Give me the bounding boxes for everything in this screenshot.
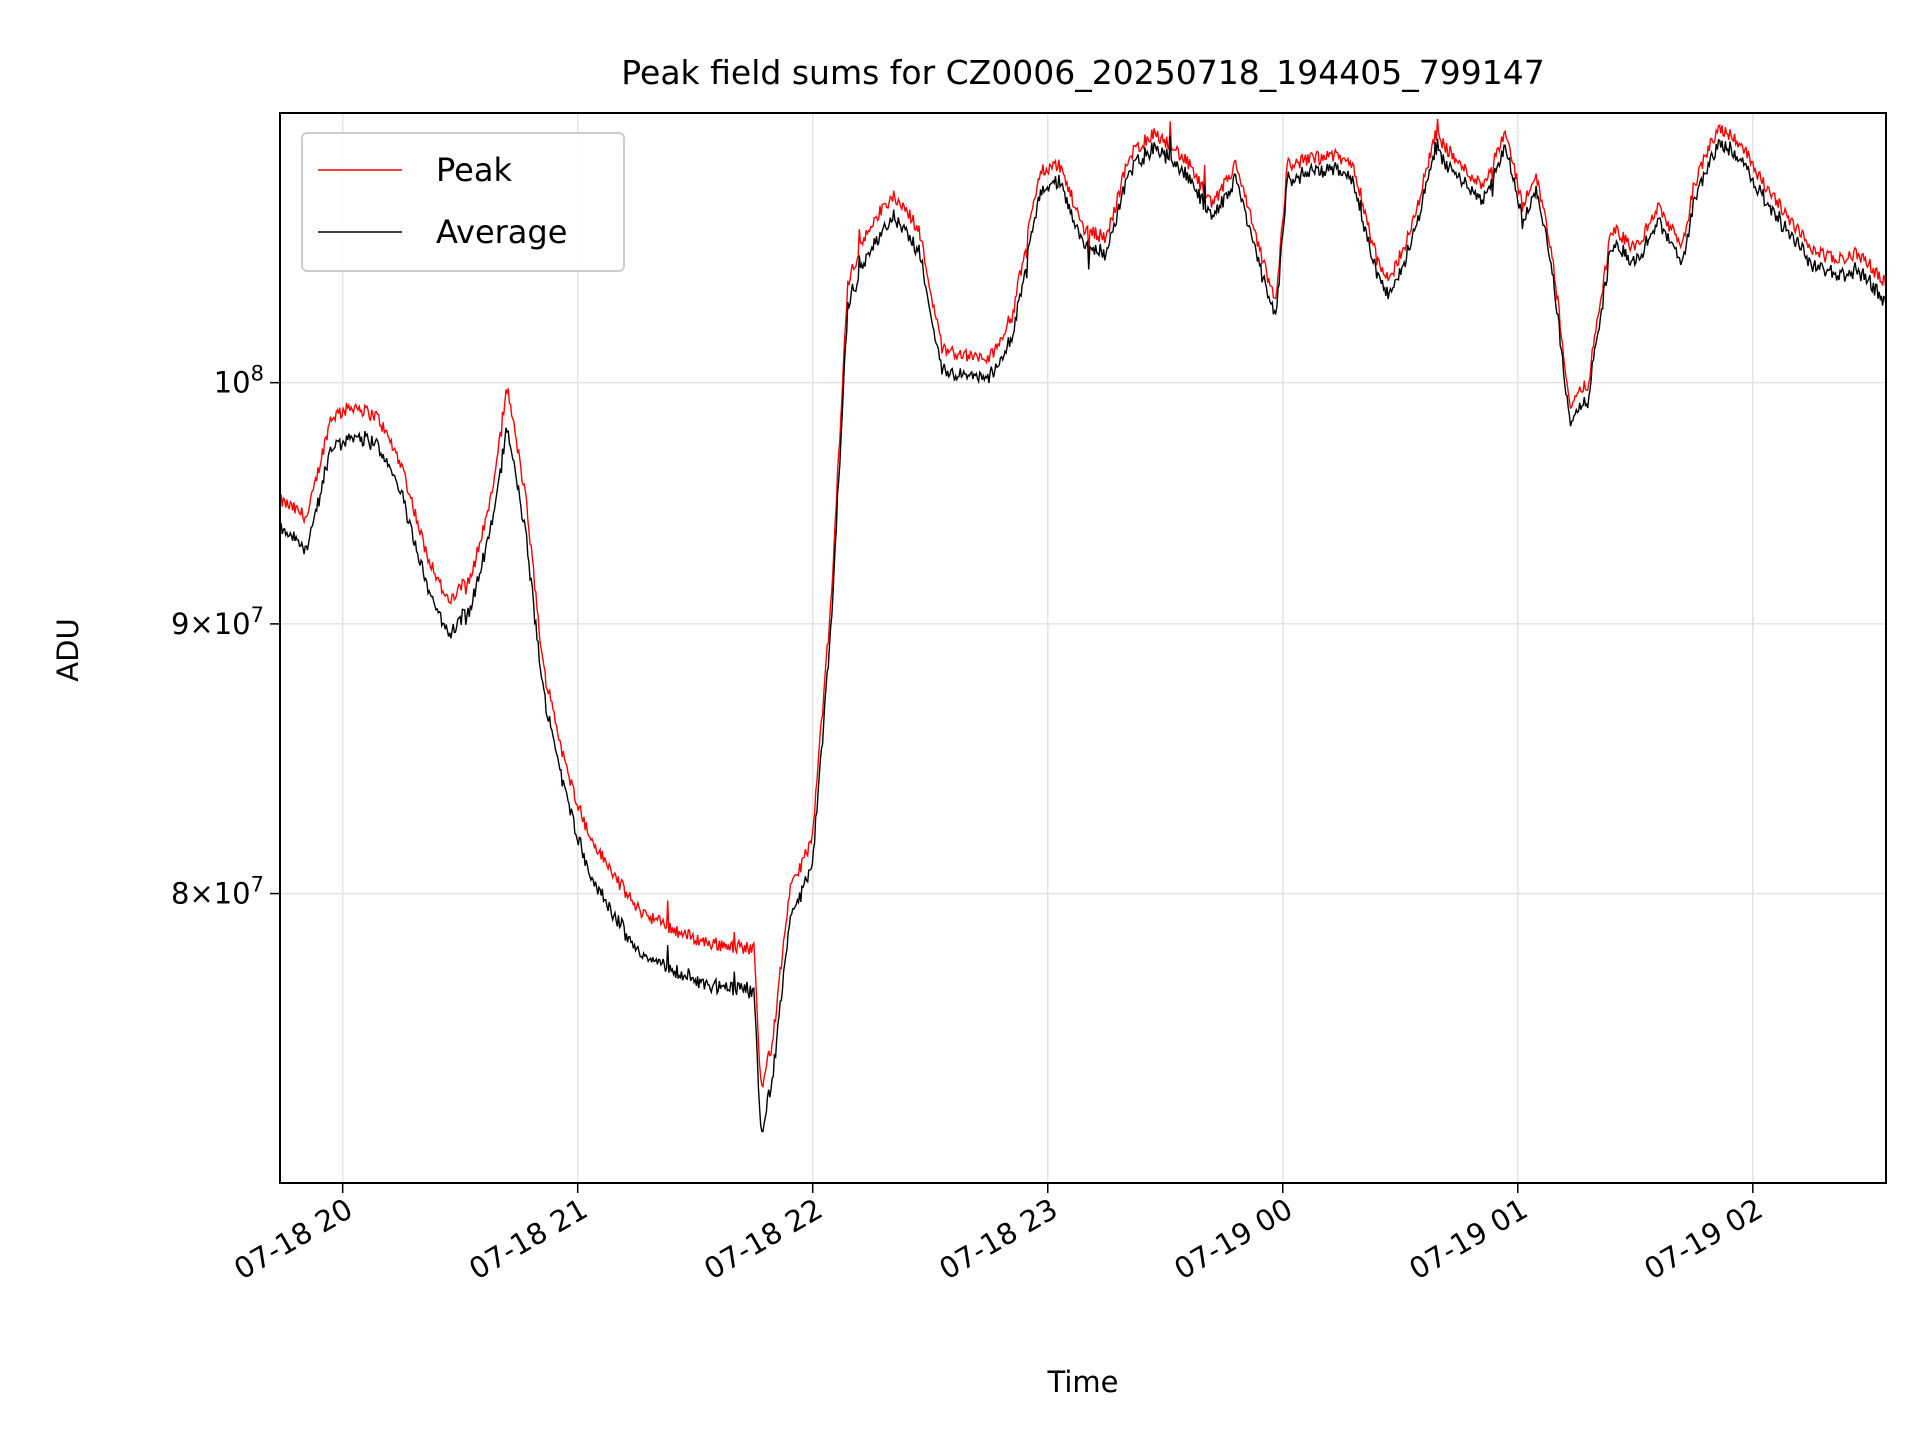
y-tick-label: 8×107 [171, 873, 264, 911]
legend-box [301, 132, 625, 272]
x-axis-label: Time [1047, 1365, 1119, 1399]
legend-label: Average [436, 213, 567, 251]
y-tick-label: 108 [214, 362, 264, 400]
series-line-average [279, 135, 1887, 1133]
y-axis: 8×107 9×107 108 [171, 362, 280, 911]
legend: Peak Average [301, 132, 625, 272]
gridlines [280, 113, 1886, 1183]
series-line-peak [279, 119, 1887, 1089]
legend-label: Peak [436, 151, 512, 189]
y-axis-label: ADU [51, 618, 85, 681]
series-layer [279, 119, 1887, 1133]
plot-frame [279, 112, 1887, 1184]
y-tick-label: 9×107 [171, 603, 264, 641]
chart-title: Peak field sums for CZ0006_20250718_1944… [621, 53, 1544, 92]
